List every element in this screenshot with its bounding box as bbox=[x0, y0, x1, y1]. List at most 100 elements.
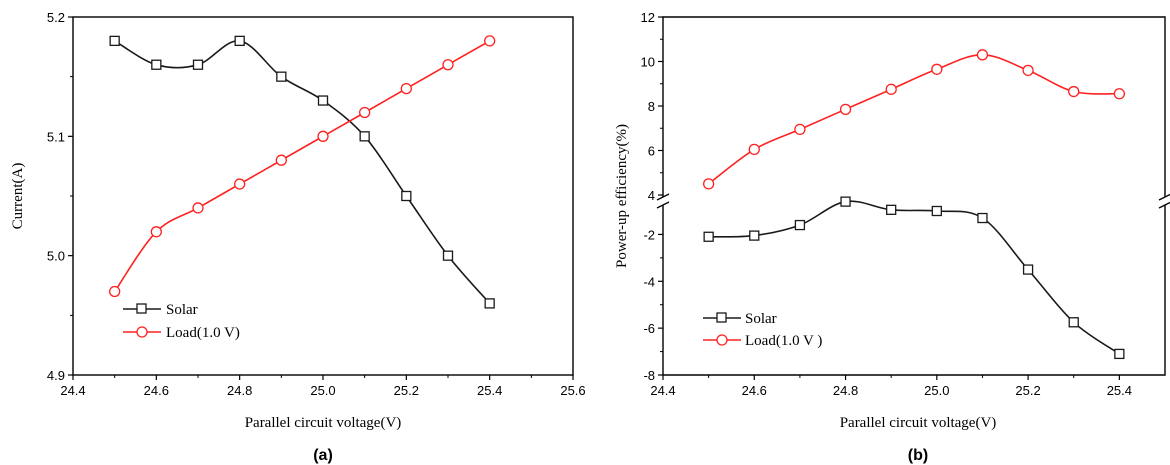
legend-load-marker bbox=[136, 326, 148, 338]
y-tick-label: -8 bbox=[643, 368, 655, 383]
y-tick-label: 5.0 bbox=[47, 249, 65, 264]
x-tick-label: 24.6 bbox=[144, 383, 169, 398]
data-point bbox=[401, 190, 412, 202]
chart-b-axis-break bbox=[656, 193, 1170, 209]
legend-load-marker bbox=[716, 334, 728, 346]
data-point bbox=[840, 196, 851, 207]
x-tick-label: 25.2 bbox=[1015, 383, 1040, 398]
y-tick-label: 5.1 bbox=[47, 129, 65, 144]
chart-a-series bbox=[109, 35, 496, 309]
data-point bbox=[400, 82, 412, 95]
data-point bbox=[234, 35, 245, 47]
legend-load-label: Load(1.0 V) bbox=[166, 325, 240, 341]
data-point bbox=[886, 204, 897, 215]
chart-b-x-axis-label: Parallel circuit voltage(V) bbox=[840, 415, 997, 431]
data-point bbox=[275, 154, 287, 166]
chart-a: 24.4 24.6 24.8 25.0 25.2 25.4 25.6 4.9 5.0 5.1 5.… bbox=[10, 10, 586, 464]
x-tick-label: 24.4 bbox=[60, 383, 85, 398]
data-point bbox=[276, 71, 287, 82]
chart-b-plot-frame bbox=[662, 16, 1166, 376]
chart-a-y-axis-label: Current(A) bbox=[10, 163, 26, 230]
data-point bbox=[702, 178, 715, 190]
data-point bbox=[976, 49, 989, 61]
axis-break-mark bbox=[656, 193, 670, 201]
data-point bbox=[359, 131, 370, 142]
data-point bbox=[1068, 85, 1080, 98]
x-tick-label: 25.0 bbox=[310, 383, 335, 398]
data-point bbox=[839, 103, 852, 115]
chart-a-x-axis-label: Parallel circuit voltage(V) bbox=[245, 415, 402, 431]
axis-break-mark bbox=[1158, 201, 1170, 209]
chart-a-panel-label: (a) bbox=[313, 447, 333, 464]
axis-break-mark bbox=[656, 201, 670, 209]
data-point bbox=[484, 35, 496, 47]
data-point bbox=[150, 226, 162, 238]
data-point bbox=[1114, 348, 1125, 360]
legend-load-label: Load(1.0 V ) bbox=[745, 333, 822, 349]
data-point bbox=[151, 59, 162, 70]
y-tick-label: 12 bbox=[641, 10, 655, 25]
data-point bbox=[234, 178, 246, 190]
y-tick-label: 6 bbox=[648, 144, 655, 159]
data-point bbox=[749, 230, 760, 241]
chart-b-x-axis: 24.4 24.6 24.8 25.0 25.2 25.4 bbox=[650, 375, 1132, 398]
data-point bbox=[442, 250, 454, 261]
x-tick-label: 25.4 bbox=[1107, 383, 1132, 398]
data-point bbox=[442, 59, 454, 71]
data-point bbox=[1022, 64, 1034, 77]
data-point bbox=[109, 285, 121, 298]
series-line bbox=[114, 40, 491, 304]
y-tick-label: 4.9 bbox=[47, 368, 65, 383]
chart-b-y-axis: -8 -6 -4 -2 4 6 8 10 12 bbox=[641, 10, 663, 383]
data-point bbox=[192, 59, 204, 70]
series-line bbox=[708, 53, 1120, 185]
chart-b-legend: Solar Load(1.0 V ) bbox=[703, 311, 822, 349]
series-line bbox=[708, 200, 1120, 355]
y-tick-label: 8 bbox=[648, 99, 655, 114]
series-line bbox=[114, 40, 491, 292]
data-point bbox=[1113, 88, 1126, 100]
legend-solar-label: Solar bbox=[745, 311, 777, 327]
data-point bbox=[192, 202, 204, 214]
chart-b: 24.4 24.6 24.8 25.0 25.2 25.4 -8 -6 -4 -2 4 6 8 10 12… bbox=[614, 10, 1170, 464]
data-point bbox=[1068, 317, 1079, 328]
x-tick-label: 24.8 bbox=[833, 383, 858, 398]
data-point bbox=[359, 106, 371, 119]
chart-a-x-axis: 24.4 24.6 24.8 25.0 25.2 25.4 25.6 bbox=[60, 375, 586, 398]
chart-a-y-axis: 4.9 5.0 5.1 5.2 bbox=[47, 10, 73, 383]
x-tick-label: 24.8 bbox=[227, 383, 252, 398]
data-point bbox=[794, 219, 806, 231]
data-point bbox=[794, 123, 806, 136]
x-tick-label: 25.0 bbox=[924, 383, 949, 398]
y-tick-label: -2 bbox=[643, 227, 655, 242]
y-tick-label: -4 bbox=[643, 274, 655, 289]
data-point bbox=[484, 298, 495, 309]
x-tick-label: 24.4 bbox=[650, 383, 675, 398]
data-point bbox=[1022, 264, 1034, 275]
x-tick-label: 24.6 bbox=[742, 383, 767, 398]
y-tick-label: 4 bbox=[648, 188, 655, 203]
data-point bbox=[703, 231, 714, 242]
x-tick-label: 25.4 bbox=[477, 383, 502, 398]
data-point bbox=[748, 143, 760, 156]
chart-a-plot-frame bbox=[72, 16, 574, 376]
data-point bbox=[317, 130, 329, 142]
chart-b-y-axis-label: Power-up efficiency(%) bbox=[614, 124, 630, 268]
chart-a-legend: Solar Load(1.0 V) bbox=[123, 302, 240, 341]
x-tick-label: 25.2 bbox=[394, 383, 419, 398]
axis-break-mark bbox=[1158, 193, 1170, 201]
chart-b-series bbox=[702, 49, 1126, 360]
data-point bbox=[109, 35, 120, 47]
chart-b-panel-label: (b) bbox=[908, 447, 928, 464]
data-point bbox=[317, 95, 329, 106]
data-point bbox=[931, 205, 942, 217]
legend-solar-label: Solar bbox=[166, 302, 198, 318]
y-tick-label: -6 bbox=[643, 321, 655, 336]
data-point bbox=[931, 63, 943, 75]
data-point bbox=[977, 212, 988, 224]
y-tick-label: 10 bbox=[641, 55, 655, 70]
legend-solar-marker bbox=[716, 312, 727, 323]
data-point bbox=[885, 83, 897, 95]
y-tick-label: 5.2 bbox=[47, 10, 65, 25]
